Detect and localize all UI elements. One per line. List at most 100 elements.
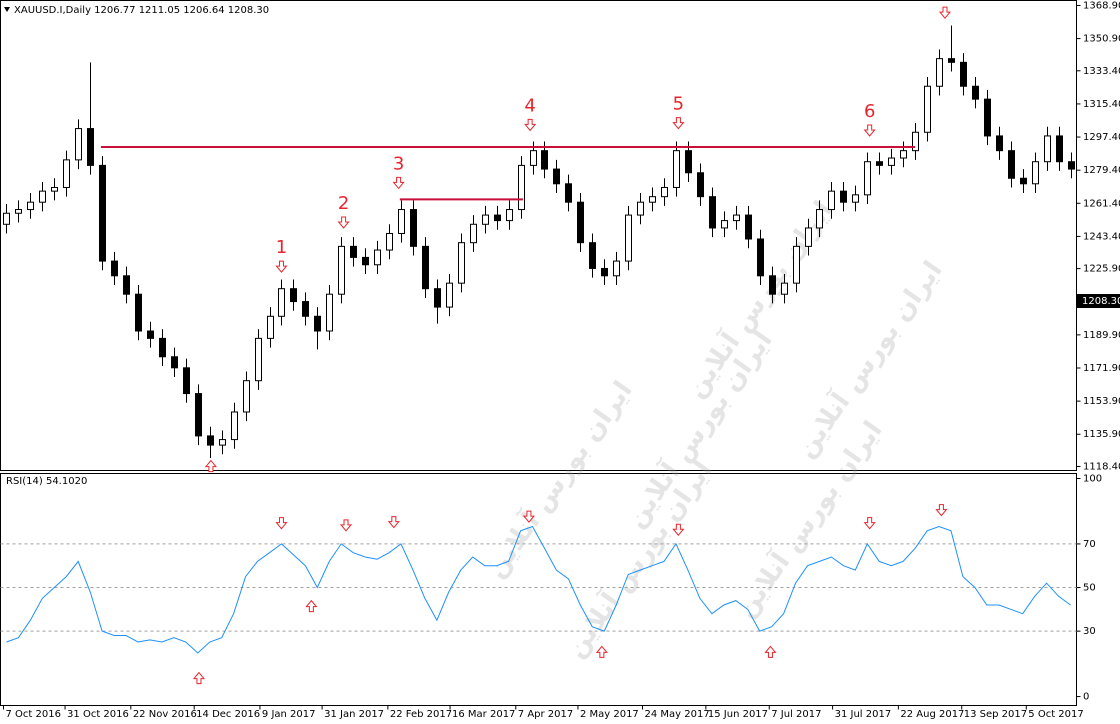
candle-body — [948, 58, 955, 63]
y-tick-label: 1118.40 — [1083, 461, 1120, 472]
candle-body — [793, 245, 800, 284]
y-tick-label: 1189.90 — [1083, 330, 1120, 341]
x-tick-label: 13 Sep 2017 — [964, 709, 1027, 720]
candle-body — [39, 190, 46, 203]
candle-body — [924, 85, 931, 133]
x-tick-label: 7 Apr 2017 — [518, 709, 573, 720]
candle-body — [75, 128, 82, 161]
candle-body — [422, 245, 429, 290]
candle-body — [99, 164, 106, 262]
candle-body — [721, 220, 728, 229]
candle-body — [697, 172, 704, 198]
candle-body — [828, 190, 835, 211]
main-title: XAUUSD.I,Daily 1206.77 1211.05 1206.64 1… — [14, 5, 269, 16]
candle-body — [852, 194, 859, 203]
candle-body — [984, 98, 991, 137]
candle-body — [637, 201, 644, 216]
candle-body — [577, 201, 584, 244]
arrow-marker — [305, 599, 318, 613]
candle-body — [326, 293, 333, 332]
candle-body — [685, 150, 692, 174]
candle-body — [374, 249, 381, 266]
candle-body — [207, 435, 214, 446]
candle-body — [123, 275, 130, 295]
marker-label: 2 — [338, 193, 349, 214]
x-tick-label: 15 Jun 2017 — [708, 709, 768, 720]
x-tick-label: 24 May 2017 — [645, 709, 710, 720]
symbol-icon — [4, 7, 10, 12]
candle-body — [506, 209, 513, 222]
candle-body — [781, 282, 788, 295]
candle-body — [1032, 161, 1039, 185]
candle-body — [15, 209, 22, 214]
x-tick-label: 22 Feb 2017 — [390, 709, 452, 720]
arrow-marker — [275, 517, 288, 530]
candle-body — [482, 214, 489, 225]
x-tick-label: 22 Nov 2016 — [133, 709, 197, 720]
y-tick-label: 30 — [1083, 626, 1096, 637]
y-tick-label: 1315.40 — [1083, 99, 1120, 110]
arrow-marker — [387, 516, 400, 529]
candle-body — [278, 288, 285, 317]
candle-body — [111, 260, 118, 277]
y-tick-label: 100 — [1083, 474, 1102, 485]
candle-body — [900, 150, 907, 159]
marker-label: 3 — [393, 153, 404, 174]
candle-body — [458, 242, 465, 284]
candle-body — [446, 282, 453, 308]
y-tick-label: 1297.40 — [1083, 132, 1120, 143]
main-panel — [0, 0, 1077, 471]
y-tick-label: 1350.90 — [1083, 34, 1120, 45]
arrow-marker — [275, 260, 288, 273]
candle-body — [314, 315, 321, 332]
candle-body — [267, 315, 274, 339]
candle-body — [816, 209, 823, 229]
marker-label: 5 — [673, 94, 684, 115]
arrow-marker — [339, 519, 353, 532]
candle-body — [960, 61, 967, 87]
x-tick-label: 22 Aug 2017 — [900, 709, 964, 720]
candle-body — [302, 301, 309, 317]
candle-body — [589, 242, 596, 269]
arrow-marker — [522, 510, 536, 523]
candle-body — [135, 293, 142, 332]
arrow-marker — [764, 645, 777, 658]
candle-body — [255, 337, 262, 382]
last-price-box — [1077, 294, 1120, 309]
y-tick-label: 1225.90 — [1083, 264, 1120, 275]
x-tick-label: 7 Jul 2017 — [771, 709, 821, 720]
y-tick-label: 50 — [1083, 583, 1096, 594]
candle-body — [290, 288, 297, 303]
candle-body — [876, 161, 883, 166]
candle-body — [1068, 161, 1075, 170]
candle-body — [159, 337, 166, 358]
candle-body — [661, 186, 668, 198]
candle-body — [1044, 135, 1051, 163]
candle-body — [649, 196, 656, 203]
candle-body — [888, 157, 895, 166]
candle-body — [625, 214, 632, 262]
candle-body — [1056, 135, 1063, 163]
candle-body — [601, 267, 608, 277]
candle-body — [243, 380, 250, 413]
candle-body — [936, 58, 943, 87]
y-tick-label: 1368.90 — [1083, 0, 1120, 11]
candle-body — [87, 128, 94, 166]
candle-body — [27, 201, 34, 211]
x-tick-label: 31 Jan 2017 — [324, 709, 384, 720]
arrow-marker — [337, 216, 350, 229]
candle-body — [195, 393, 202, 437]
rsi-line — [6, 525, 1071, 654]
arrow-marker — [524, 118, 537, 132]
arrow-marker — [192, 671, 206, 685]
x-tick-label: 9 Jan 2017 — [262, 709, 316, 720]
y-tick-label: 1135.90 — [1083, 429, 1120, 440]
rsi-panel — [0, 473, 1077, 706]
y-tick-label: 70 — [1083, 539, 1096, 550]
x-tick-label: 31 Oct 2016 — [67, 709, 129, 720]
arrow-marker — [204, 459, 217, 473]
marker-label: 1 — [276, 237, 287, 258]
candle-body — [972, 85, 979, 100]
rsi-title: RSI(14) 54.1020 — [6, 476, 87, 487]
